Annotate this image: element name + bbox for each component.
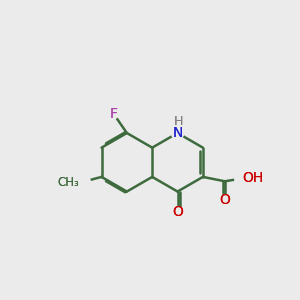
Text: O: O: [219, 193, 230, 207]
Text: O: O: [219, 193, 230, 207]
Circle shape: [173, 117, 183, 127]
Text: CH₃: CH₃: [58, 176, 80, 189]
Circle shape: [171, 127, 184, 139]
Text: F: F: [110, 107, 118, 121]
Text: H: H: [173, 116, 183, 128]
Text: H: H: [173, 116, 183, 128]
Text: OH: OH: [242, 171, 264, 185]
Circle shape: [109, 110, 118, 118]
Text: N: N: [172, 126, 183, 140]
Text: N: N: [172, 126, 183, 140]
Circle shape: [219, 195, 230, 206]
Circle shape: [172, 207, 183, 218]
Circle shape: [235, 171, 250, 186]
Text: O: O: [172, 205, 183, 219]
Text: OH: OH: [242, 171, 264, 185]
Circle shape: [69, 172, 90, 194]
Text: O: O: [172, 205, 183, 219]
Text: F: F: [110, 107, 118, 121]
Text: CH₃: CH₃: [58, 176, 80, 189]
